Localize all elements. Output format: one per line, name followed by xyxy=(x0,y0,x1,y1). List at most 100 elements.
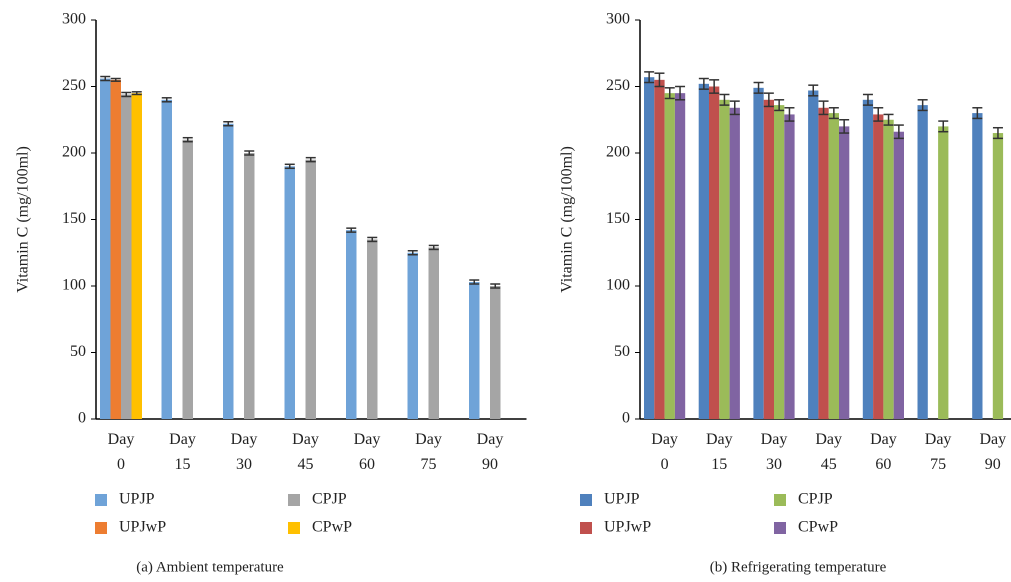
y-tick-label: 150 xyxy=(606,210,630,227)
legend-swatch xyxy=(580,494,592,506)
bar xyxy=(100,78,111,420)
error-bar xyxy=(808,84,819,97)
x-tick-label: Day 15 xyxy=(706,431,733,473)
error-bar xyxy=(719,93,730,106)
y-axis-label: Vitamin C (mg/100ml) xyxy=(559,146,576,293)
bar xyxy=(972,113,983,419)
legend-label: UPJP xyxy=(604,491,640,508)
error-bar xyxy=(883,113,894,126)
bar xyxy=(883,119,894,419)
bar xyxy=(828,113,839,419)
y-tick-label: 200 xyxy=(62,144,86,161)
y-tick-label: 100 xyxy=(62,277,86,294)
y-axis-label: Vitamin C (mg/100ml) xyxy=(15,146,32,293)
error-bar xyxy=(367,236,378,243)
bar xyxy=(873,114,884,420)
error-bar xyxy=(131,91,142,96)
error-bar xyxy=(729,100,740,116)
error-bar xyxy=(654,72,665,88)
legend-swatch xyxy=(774,522,786,534)
y-tick-label: 200 xyxy=(606,144,630,161)
y-tick-label: 250 xyxy=(606,77,630,94)
y-tick-label: 300 xyxy=(606,11,630,28)
legend-label: CPJP xyxy=(312,491,347,508)
bar xyxy=(698,83,709,419)
error-bar xyxy=(992,126,1003,140)
legend-swatch xyxy=(580,522,592,534)
x-tick-label: Day 75 xyxy=(415,431,442,473)
error-bar xyxy=(428,244,439,251)
bar xyxy=(784,114,795,420)
legend-swatch xyxy=(95,494,107,506)
bar xyxy=(729,107,740,419)
bar xyxy=(110,79,121,419)
caption: (b) Refrigerating temperature xyxy=(710,559,887,575)
bar xyxy=(244,153,255,419)
bar xyxy=(664,93,675,420)
bar xyxy=(774,105,785,420)
bar xyxy=(131,93,142,420)
bar xyxy=(893,131,904,419)
bar xyxy=(917,105,928,420)
error-bar xyxy=(917,99,928,112)
x-tick-label: Day 30 xyxy=(231,431,258,473)
bar xyxy=(161,99,172,420)
legend-label: UPJP xyxy=(119,491,155,508)
x-tick-label: Day 30 xyxy=(761,431,788,473)
error-bar xyxy=(873,107,884,122)
bar xyxy=(818,107,829,419)
bar xyxy=(407,252,418,419)
error-bar xyxy=(110,77,121,82)
bar xyxy=(674,93,686,420)
x-tick-label: Day 75 xyxy=(925,431,952,473)
error-bar xyxy=(244,150,255,156)
bar xyxy=(938,126,949,420)
bar xyxy=(284,166,295,419)
x-tick-label: Day 90 xyxy=(979,431,1006,473)
error-bar xyxy=(182,136,193,143)
legend-label: CPJP xyxy=(798,491,833,508)
error-bar xyxy=(490,283,501,289)
y-tick-label: 0 xyxy=(622,410,630,427)
error-bar xyxy=(305,156,316,163)
legend-label: UPJwP xyxy=(119,519,166,536)
error-bar xyxy=(862,93,873,106)
error-bar xyxy=(664,87,675,100)
error-bar xyxy=(346,227,357,233)
y-tick-label: 50 xyxy=(70,343,86,360)
bar xyxy=(763,99,774,420)
legend-label: UPJwP xyxy=(604,519,651,536)
x-tick-label: Day 0 xyxy=(108,431,135,473)
error-bar xyxy=(469,279,480,285)
legend-swatch xyxy=(288,522,300,534)
x-tick-label: Day 0 xyxy=(651,431,678,473)
error-bar xyxy=(893,124,904,140)
bar xyxy=(182,139,193,419)
x-tick-label: Day 90 xyxy=(477,431,504,473)
legend-swatch xyxy=(288,494,300,506)
bar xyxy=(305,159,316,419)
error-bar xyxy=(972,107,983,120)
legend-label: CPwP xyxy=(312,519,352,536)
error-bar xyxy=(284,163,295,170)
y-tick-label: 50 xyxy=(614,343,630,360)
x-tick-label: Day 60 xyxy=(354,431,381,473)
x-tick-label: Day 45 xyxy=(292,431,319,473)
bar xyxy=(839,126,850,420)
bar xyxy=(808,90,819,420)
error-bar xyxy=(698,77,709,90)
error-bar xyxy=(938,120,949,133)
bar xyxy=(753,87,764,419)
caption: (a) Ambient temperature xyxy=(136,559,284,575)
error-bar xyxy=(784,107,795,122)
error-bar xyxy=(121,91,132,98)
y-tick-label: 300 xyxy=(62,11,86,28)
bar xyxy=(992,133,1004,420)
x-tick-label: Day 60 xyxy=(870,431,897,473)
error-bar xyxy=(818,100,829,116)
error-bar xyxy=(100,75,111,82)
y-tick-label: 150 xyxy=(62,210,86,227)
error-bar xyxy=(753,81,764,94)
bar xyxy=(121,94,132,419)
